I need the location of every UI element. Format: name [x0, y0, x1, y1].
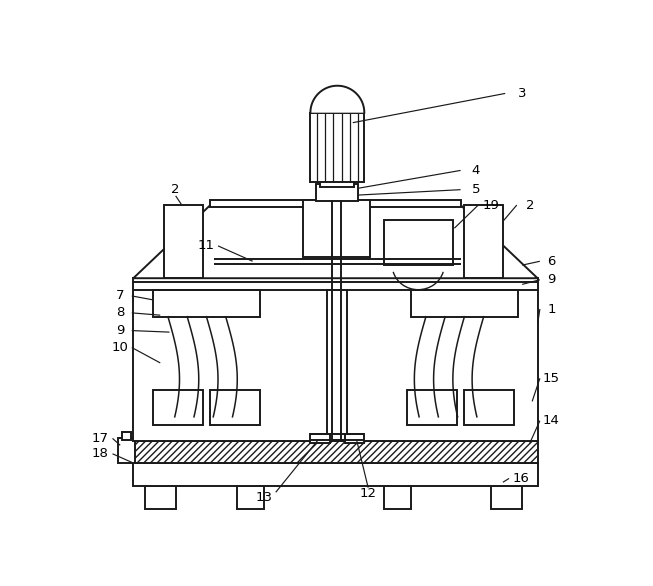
Text: 6: 6	[547, 255, 556, 268]
Text: 18: 18	[92, 447, 108, 460]
Bar	[145, 486, 176, 509]
Bar	[326, 289, 347, 440]
Text: 4: 4	[471, 164, 480, 177]
Bar	[464, 390, 515, 424]
Bar	[118, 438, 135, 463]
Text: 9: 9	[547, 273, 556, 286]
Text: 17: 17	[91, 432, 108, 445]
Bar	[310, 113, 364, 182]
Bar	[407, 390, 456, 424]
Bar	[383, 220, 453, 265]
Polygon shape	[310, 86, 364, 113]
Bar	[210, 200, 460, 207]
Text: 13: 13	[256, 491, 273, 504]
Text: 16: 16	[512, 472, 529, 485]
Bar	[164, 205, 202, 278]
Text: 14: 14	[543, 414, 560, 427]
Text: 19: 19	[483, 199, 500, 212]
Bar	[133, 278, 537, 441]
Bar	[121, 432, 131, 440]
Bar	[345, 434, 364, 443]
Text: 12: 12	[360, 488, 377, 500]
Text: 3: 3	[518, 87, 526, 100]
Bar	[210, 390, 261, 424]
Text: 5: 5	[471, 183, 480, 196]
Bar	[153, 390, 202, 424]
Bar	[464, 205, 503, 278]
Bar	[153, 289, 261, 316]
Bar	[411, 289, 518, 316]
Bar	[310, 434, 330, 443]
Polygon shape	[133, 205, 537, 278]
Text: 2: 2	[171, 183, 180, 196]
Text: 2: 2	[526, 199, 534, 212]
Bar	[237, 486, 264, 509]
Text: 7: 7	[116, 289, 125, 302]
Text: 9: 9	[116, 324, 125, 337]
Text: 8: 8	[116, 306, 125, 319]
Bar	[316, 184, 358, 201]
Bar	[491, 486, 522, 509]
Bar	[133, 441, 537, 463]
Bar	[303, 200, 370, 257]
Bar	[133, 463, 537, 486]
Text: 15: 15	[543, 372, 560, 385]
Text: 11: 11	[198, 239, 215, 253]
Text: 1: 1	[547, 302, 556, 315]
Text: 10: 10	[112, 341, 129, 354]
Bar	[383, 486, 411, 509]
Bar	[320, 180, 355, 186]
